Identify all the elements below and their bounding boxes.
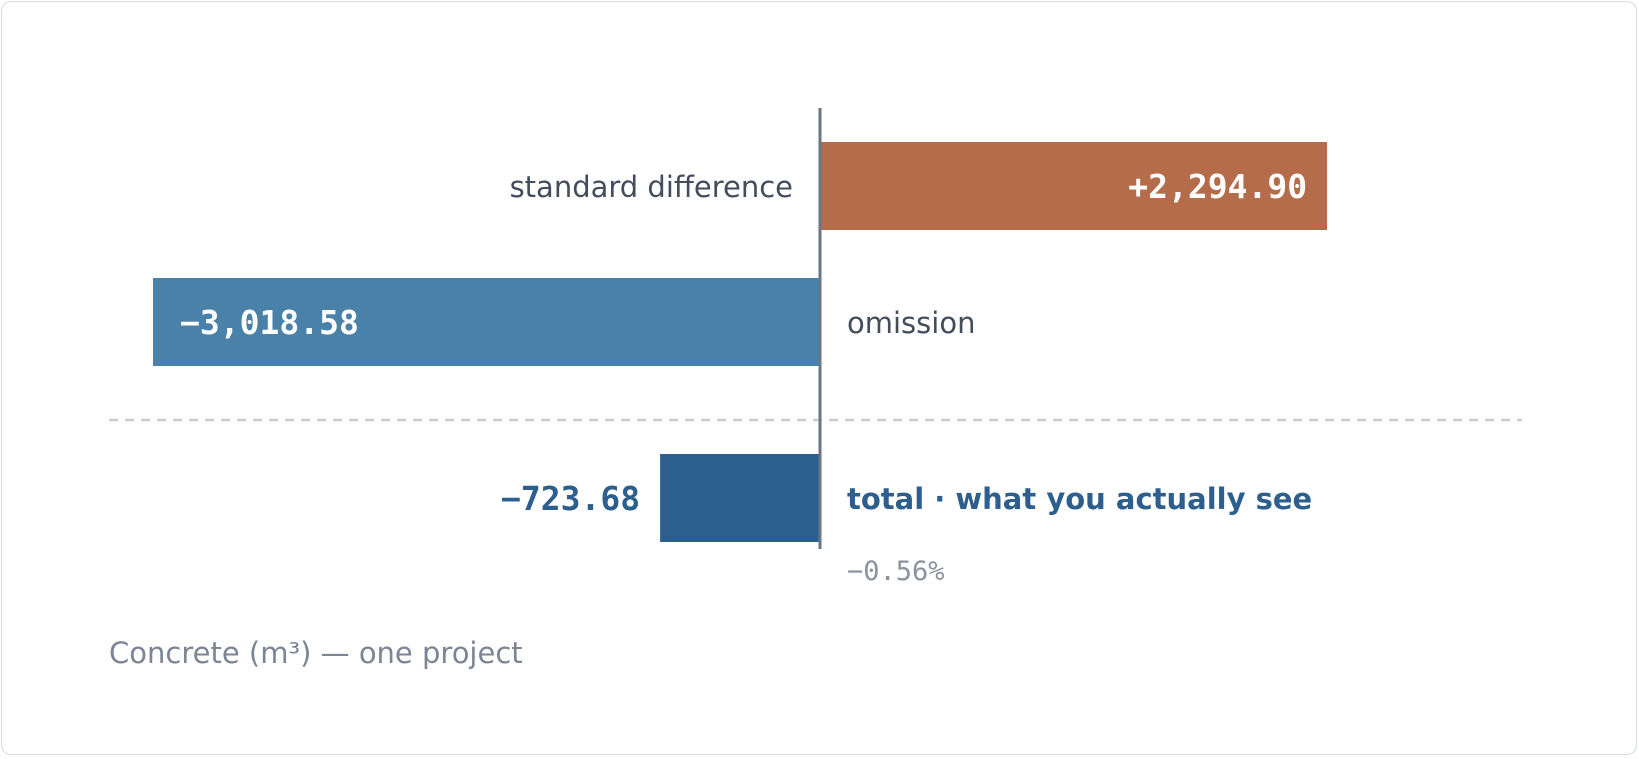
category-label-omission: omission (847, 306, 975, 340)
value-label-standard-difference: +2,294.90 (1128, 167, 1307, 206)
bar-standard-difference (820, 142, 1328, 230)
chart-caption: Concrete (m³) — one project (109, 636, 523, 670)
bar-total (660, 454, 820, 542)
value-label-omission: −3,018.58 (180, 303, 359, 342)
bar-omission (153, 278, 820, 366)
total-percent-label: −0.56% (847, 556, 945, 587)
value-label-total: −723.68 (501, 479, 640, 518)
category-label-total: total · what you actually see (847, 482, 1312, 516)
category-label-standard-difference: standard difference (510, 170, 793, 204)
